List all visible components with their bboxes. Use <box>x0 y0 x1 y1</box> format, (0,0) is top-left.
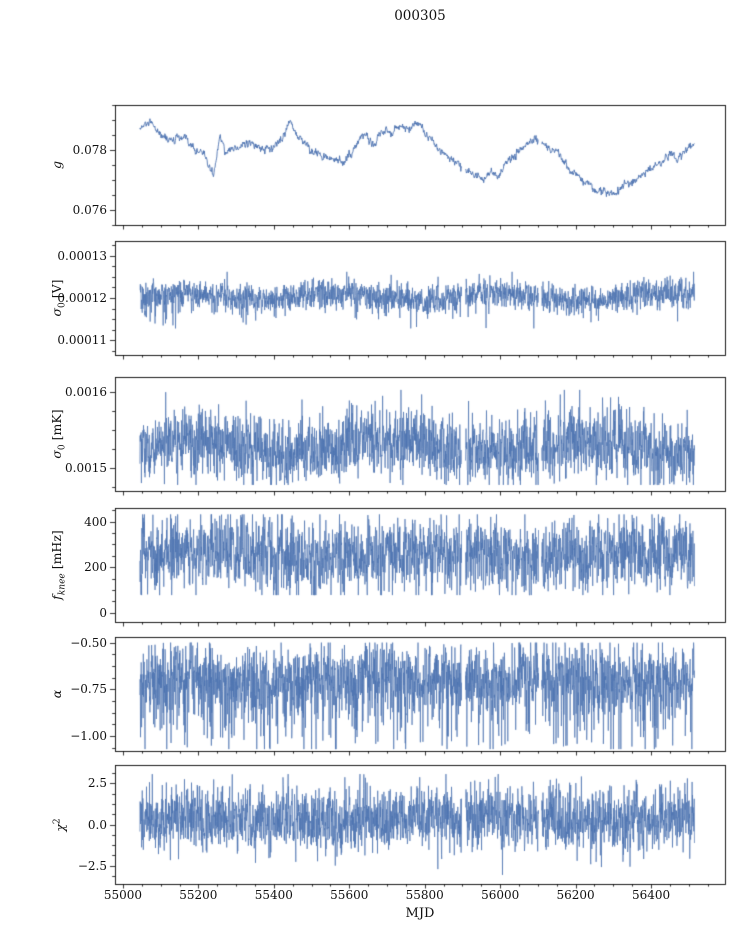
y-tick-label-chi2-2: −2.5 <box>77 858 107 873</box>
x-tick-label-5: 56000 <box>481 888 520 902</box>
x-tick-label-2: 55400 <box>254 888 293 902</box>
y-axis-label-chi2: χ2 <box>52 817 68 832</box>
x-tick-label-1: 55200 <box>179 888 218 902</box>
y-axis-label-g: g <box>49 161 64 170</box>
y-tick-label-sigma0_V-2: 0.00013 <box>57 248 107 263</box>
y-tick-label-g-0: 0.076 <box>72 203 107 217</box>
y-tick-label-sigma0_V-1: 0.00012 <box>57 291 107 305</box>
chart-title: 000305 <box>394 8 446 24</box>
y-tick-label-f_knee-2: 400 <box>84 514 107 529</box>
y-tick-label-chi2-1: 0.0 <box>87 817 107 832</box>
y-tick-label-alpha-1: −0.75 <box>70 682 107 697</box>
y-axis-label-f_knee: fknee [mHz] <box>49 530 68 600</box>
x-axis-label: MJD <box>405 906 435 921</box>
x-tick-label-6: 56200 <box>556 888 595 902</box>
y-tick-label-f_knee-1: 200 <box>84 560 107 575</box>
y-tick-label-sigma0_V-0: 0.00011 <box>57 333 107 348</box>
x-tick-label-3: 55600 <box>330 888 369 902</box>
y-axis-label-alpha: α <box>49 689 64 699</box>
y-tick-label-alpha-0: −0.50 <box>70 635 107 650</box>
y-tick-label-f_knee-0: 0 <box>99 605 107 620</box>
y-tick-label-sigma0_mK-1: 0.0016 <box>65 385 107 400</box>
y-tick-label-alpha-2: −1.00 <box>70 729 107 744</box>
y-axis-label-sigma0_mK: σ0 [mK] <box>49 409 68 459</box>
y-tick-label-g-1: 0.078 <box>72 143 107 157</box>
y-axis-label-sigma0_V: σ0 [V] <box>49 279 68 317</box>
x-tick-label-7: 56400 <box>631 888 671 902</box>
y-tick-label-chi2-0: 2.5 <box>87 776 107 791</box>
x-tick-label-4: 55800 <box>405 888 444 902</box>
x-tick-label-0: 55000 <box>103 888 143 902</box>
y-tick-label-sigma0_mK-0: 0.0015 <box>65 461 107 476</box>
